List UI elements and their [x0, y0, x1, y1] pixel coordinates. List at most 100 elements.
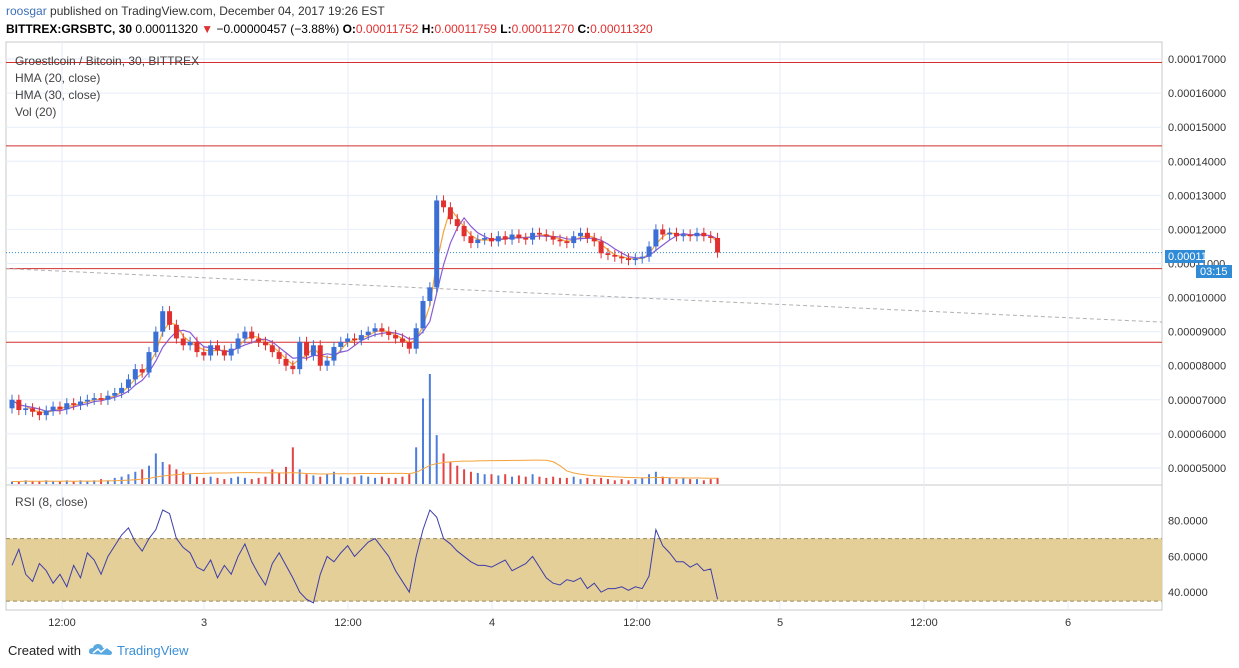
author-link[interactable]: roosgar: [6, 4, 47, 18]
volume-bar: [216, 477, 219, 484]
candle-body: [228, 348, 234, 356]
volume-bar: [100, 479, 103, 484]
legend-vol: Vol (20): [15, 105, 56, 119]
volume-bar: [360, 475, 363, 484]
candle-body: [57, 406, 63, 410]
footer-brand-link[interactable]: TradingView: [117, 643, 189, 658]
candle-body: [667, 232, 673, 235]
volume-bar: [620, 479, 623, 484]
candle-body: [30, 408, 36, 412]
volume-bar: [271, 469, 274, 484]
volume-bar: [367, 476, 370, 484]
candle-body: [71, 403, 77, 405]
candle-body: [372, 328, 378, 332]
candle-body: [290, 365, 296, 370]
volume-bar: [291, 447, 294, 484]
candle-body: [523, 237, 529, 240]
candle-body: [324, 360, 330, 366]
volume-bar: [504, 474, 507, 484]
candle-body: [591, 237, 597, 242]
rsi-tick-label: 60.0000: [1168, 551, 1208, 563]
candle-body: [399, 338, 405, 342]
volume-bar: [353, 476, 356, 484]
volume-bar: [202, 477, 205, 484]
time-tick-label: 12:00: [623, 617, 651, 629]
candle-body: [9, 399, 15, 409]
candle-body: [461, 226, 467, 237]
volume-bar: [408, 474, 411, 484]
candle-body: [269, 345, 275, 353]
legend-hma20: HMA (20, close): [15, 71, 100, 85]
time-tick-label: 5: [777, 617, 783, 629]
candle-body: [673, 232, 679, 237]
candles: [9, 195, 721, 421]
volume-bar: [442, 453, 445, 484]
volume-bar: [476, 473, 479, 484]
volume-bar: [606, 479, 609, 484]
volume-bar: [250, 479, 253, 484]
price-tick-label: 0.00009000: [1168, 327, 1226, 339]
hma20-line: [11, 207, 718, 414]
candle-body: [612, 254, 618, 257]
candle-body: [379, 328, 385, 332]
high-value: 0.00011759: [434, 22, 497, 36]
volume-bar: [394, 477, 397, 484]
price-tick-label: 0.00014000: [1168, 156, 1226, 168]
volume-bar: [17, 481, 20, 484]
candle-body: [84, 399, 90, 402]
volume-bar: [93, 480, 96, 484]
volume-bar: [449, 462, 452, 484]
volume-bar: [209, 476, 212, 484]
volume-bar: [511, 476, 514, 484]
candle-body: [331, 346, 337, 361]
candle-body: [98, 398, 104, 400]
volume-bar: [237, 476, 240, 484]
candle-body: [173, 324, 179, 339]
price-tick-label: 0.00013000: [1168, 190, 1226, 202]
volume-bar: [195, 476, 198, 484]
volume-bar: [559, 477, 561, 484]
down-triangle-icon: ▼: [201, 22, 214, 36]
low-label: L:: [500, 22, 512, 36]
volume-bar: [319, 476, 322, 484]
volume-bar: [58, 481, 61, 484]
candle-body: [345, 338, 351, 342]
volume-bar: [613, 480, 616, 484]
volume-ma-line: [12, 459, 718, 483]
candle-body: [146, 352, 152, 373]
volume-bar: [380, 476, 383, 484]
volume-bar: [641, 477, 644, 484]
rsi-pane: [6, 509, 1162, 604]
candle-body: [352, 338, 357, 341]
time-tick-label: 12:00: [910, 617, 938, 629]
tradingview-logo-icon[interactable]: [88, 641, 114, 657]
volume-bar: [312, 475, 315, 484]
candle-body: [201, 352, 207, 356]
candle-body: [653, 229, 659, 247]
volume-bar: [79, 480, 82, 484]
candle-body: [660, 229, 666, 235]
candle-body: [16, 399, 22, 411]
volume-bar: [38, 481, 41, 484]
candle-body: [420, 300, 426, 329]
trend-line: [5, 268, 1163, 323]
candle-body: [242, 331, 248, 339]
candle-body: [468, 236, 474, 244]
candle-body: [571, 236, 577, 244]
volume-bar: [223, 479, 226, 484]
volume-bar: [463, 469, 466, 484]
volume-bar: [374, 477, 377, 484]
candle-body: [386, 331, 392, 336]
candle-body: [283, 358, 289, 366]
candle-body: [646, 246, 652, 257]
candle-body: [180, 338, 186, 346]
volume-bar: [709, 479, 712, 484]
volume-bar: [161, 462, 164, 484]
volume-bar: [326, 474, 329, 484]
open-value: 0.00011752: [355, 22, 419, 36]
volume-bar: [264, 476, 267, 484]
candle-body: [619, 256, 625, 259]
candle-body: [694, 232, 700, 237]
candle-body: [489, 237, 494, 242]
